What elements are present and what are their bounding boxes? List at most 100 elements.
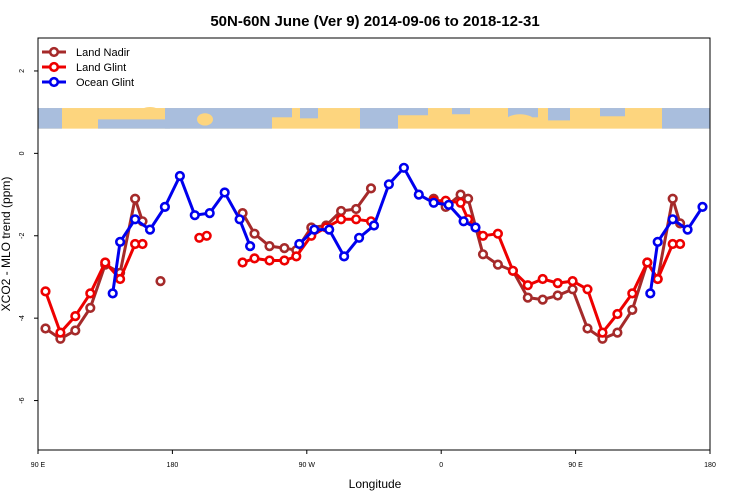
data-point-ocean-glint: [174, 170, 185, 182]
data-point-ocean-glint: [398, 162, 410, 173]
plot-frame: [37, 37, 711, 451]
data-point-land-nadir: [249, 228, 260, 239]
x-tick-label: 180: [704, 462, 716, 469]
data-point-land-nadir: [492, 259, 504, 270]
data-point-land-nadir: [582, 323, 593, 334]
map-ocean-region: [600, 108, 625, 117]
data-point-land-nadir: [537, 294, 548, 305]
y-tick-label: -6: [19, 397, 26, 403]
x-tick-label: 0: [439, 462, 443, 469]
map-ocean-region: [98, 119, 170, 129]
y-tick-label: 2: [19, 69, 26, 73]
data-point-ocean-glint: [667, 214, 678, 225]
data-point-land-glint: [291, 251, 302, 262]
data-point-ocean-glint: [652, 236, 663, 247]
data-point-ocean-glint: [309, 224, 320, 235]
data-point-land-glint: [237, 257, 248, 268]
data-point-ocean-glint: [144, 224, 156, 235]
map-ocean-region: [38, 108, 62, 129]
data-point-ocean-glint: [443, 199, 454, 210]
map-ocean-region: [300, 108, 318, 119]
chart-title: 50N-60N June (Ver 9) 2014-09-06 to 2018-…: [210, 13, 539, 30]
data-point-land-glint: [477, 230, 489, 241]
data-point-ocean-glint: [697, 201, 708, 212]
data-point-ocean-glint: [107, 288, 118, 299]
data-point-ocean-glint: [428, 197, 439, 208]
x-tick-label: 90 E: [31, 462, 46, 469]
data-point-land-glint: [55, 327, 66, 338]
data-point-ocean-glint: [234, 214, 245, 225]
data-point-land-glint: [567, 276, 578, 287]
data-point-ocean-glint: [245, 241, 256, 252]
data-point-land-glint: [114, 273, 126, 285]
data-point-land-glint: [279, 255, 290, 266]
y-axis: -6 -4 -2 0 2: [19, 69, 38, 404]
series-layer: [40, 162, 708, 344]
x-tick-label: 90 E: [568, 462, 583, 469]
data-point-land-glint: [455, 197, 466, 208]
data-point-land-glint: [70, 311, 81, 322]
data-point-ocean-glint: [204, 208, 215, 219]
legend-item-land-glint: Land Glint: [42, 61, 126, 74]
data-point-ocean-glint: [324, 224, 335, 235]
legend-label: Land Nadir: [76, 47, 130, 59]
data-point-land-glint: [522, 280, 533, 291]
data-point-land-glint: [137, 238, 148, 250]
data-point-land-nadir: [155, 276, 166, 287]
data-point-land-nadir: [522, 292, 533, 303]
map-land-region: [506, 114, 534, 127]
data-point-land-nadir: [627, 304, 638, 316]
data-point-land-glint: [100, 257, 111, 268]
data-point-ocean-glint: [383, 179, 395, 190]
data-point-ocean-glint: [114, 236, 126, 247]
data-point-land-glint: [582, 284, 593, 295]
series-line-land-glint: [44, 242, 143, 335]
data-point-land-glint: [492, 228, 504, 239]
data-point-land-glint: [336, 214, 347, 225]
data-point-land-nadir: [336, 205, 347, 217]
data-point-land-glint: [642, 257, 653, 268]
y-tick-label: 0: [19, 151, 26, 155]
data-point-land-glint: [351, 214, 362, 225]
data-point-ocean-glint: [219, 187, 230, 198]
x-tick-label: 90 W: [299, 462, 316, 469]
data-point-land-nadir: [279, 243, 290, 254]
data-point-land-nadir: [70, 325, 81, 336]
map-ocean-region: [360, 108, 398, 129]
data-point-ocean-glint: [354, 232, 365, 243]
data-point-land-nadir: [612, 327, 623, 338]
x-tick-label: 180: [167, 462, 179, 469]
data-point-land-nadir: [351, 203, 362, 215]
legend-marker: [48, 46, 60, 58]
map-ocean-region: [508, 108, 538, 118]
data-point-land-nadir: [264, 241, 275, 252]
data-point-land-glint: [201, 230, 212, 241]
data-point-land-nadir: [463, 193, 474, 204]
map-land-region: [323, 111, 347, 126]
data-point-ocean-glint: [339, 251, 350, 262]
data-point-land-glint: [552, 278, 563, 289]
map-ocean-region: [165, 108, 272, 129]
data-point-land-glint: [597, 327, 608, 338]
legend-item-ocean-glint: Ocean Glint: [42, 76, 134, 89]
series-land-nadir: [40, 183, 686, 344]
data-point-land-nadir: [85, 302, 96, 314]
data-point-land-glint: [40, 286, 51, 297]
legend-item-land-nadir: Land Nadir: [42, 46, 130, 59]
data-point-land-glint: [612, 308, 623, 320]
data-point-ocean-glint: [458, 216, 469, 227]
data-point-ocean-glint: [645, 288, 656, 299]
data-point-land-glint: [249, 253, 260, 264]
legend-marker: [48, 76, 60, 88]
legend-label: Land Glint: [76, 62, 126, 74]
data-point-land-nadir: [552, 290, 563, 301]
data-point-ocean-glint: [470, 222, 481, 233]
series-line-land-nadir: [44, 197, 144, 341]
data-point-land-nadir: [667, 193, 678, 204]
legend-label: Ocean Glint: [76, 77, 134, 89]
map-ocean-region: [452, 108, 470, 115]
data-point-land-glint: [85, 288, 96, 299]
y-axis-title: XCO2 - MLO trend (ppm): [0, 177, 13, 312]
data-point-land-nadir: [130, 193, 141, 204]
